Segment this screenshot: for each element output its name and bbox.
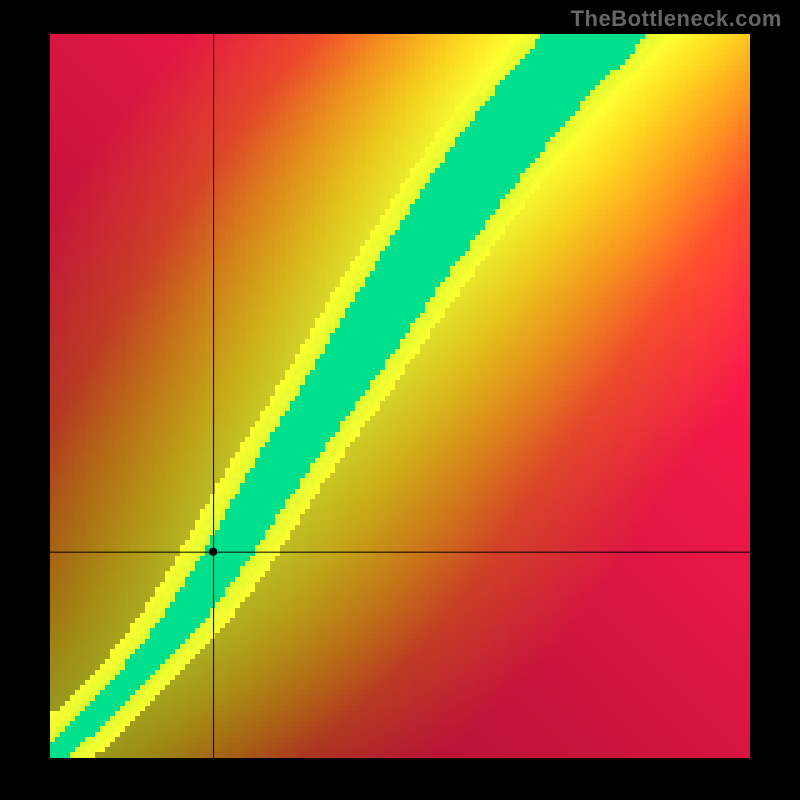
heatmap-canvas xyxy=(50,34,750,758)
watermark-text: TheBottleneck.com xyxy=(571,6,782,32)
bottleneck-heatmap xyxy=(50,34,750,758)
